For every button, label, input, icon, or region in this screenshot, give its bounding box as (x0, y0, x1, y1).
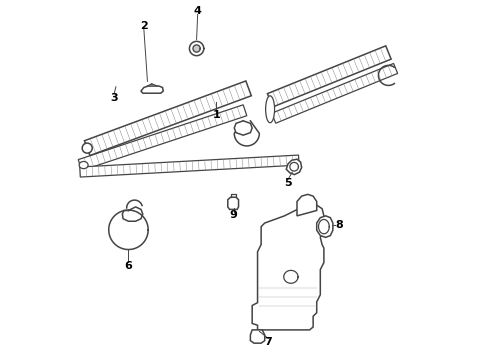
Polygon shape (84, 81, 251, 156)
Polygon shape (252, 205, 324, 330)
Text: 3: 3 (110, 93, 118, 103)
Text: 5: 5 (284, 178, 292, 188)
Polygon shape (297, 194, 317, 216)
Ellipse shape (82, 143, 92, 153)
Polygon shape (141, 86, 163, 93)
Polygon shape (250, 330, 265, 343)
Polygon shape (271, 63, 398, 123)
Polygon shape (122, 207, 143, 221)
Text: 7: 7 (265, 337, 272, 347)
Text: 4: 4 (194, 6, 201, 16)
Polygon shape (80, 155, 299, 177)
Text: 8: 8 (335, 220, 343, 230)
Polygon shape (109, 210, 148, 249)
Polygon shape (193, 45, 200, 52)
Text: 6: 6 (124, 261, 132, 271)
Polygon shape (78, 105, 247, 171)
Text: 9: 9 (230, 210, 238, 220)
Polygon shape (228, 197, 239, 210)
Polygon shape (317, 216, 333, 237)
Polygon shape (234, 121, 252, 135)
Text: 2: 2 (140, 21, 148, 31)
Text: 1: 1 (213, 111, 220, 121)
Ellipse shape (266, 96, 274, 123)
Ellipse shape (79, 162, 88, 168)
Polygon shape (268, 46, 391, 107)
Polygon shape (286, 159, 302, 175)
Polygon shape (190, 41, 204, 56)
Polygon shape (234, 121, 259, 146)
